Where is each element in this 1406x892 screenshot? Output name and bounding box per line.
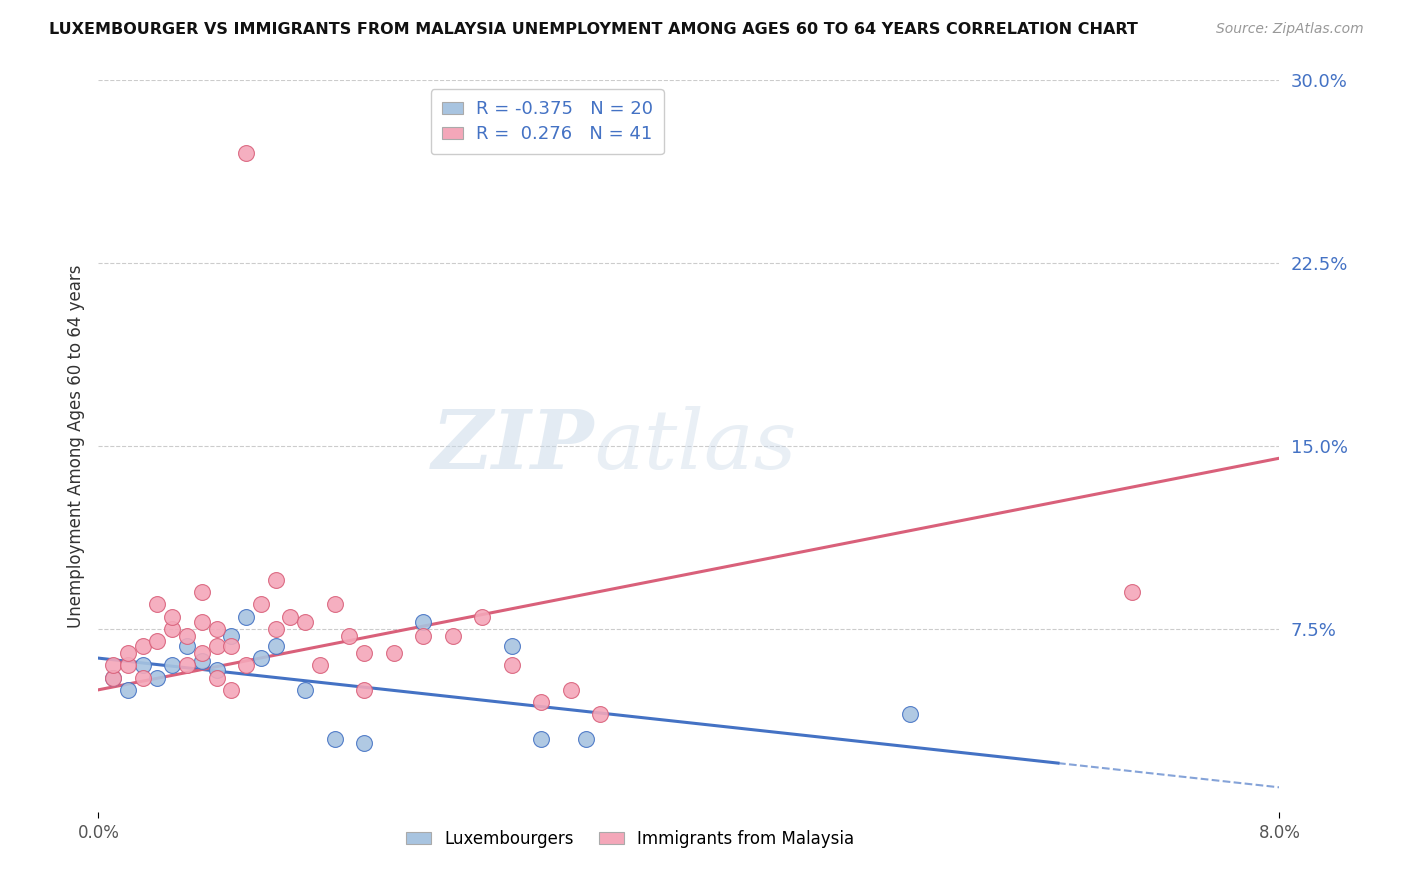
Point xyxy=(103,671,125,685)
Point xyxy=(117,658,139,673)
Text: Source: ZipAtlas.com: Source: ZipAtlas.com xyxy=(1216,22,1364,37)
Point xyxy=(353,646,375,660)
Point xyxy=(221,629,243,643)
Legend: Luxembourgers, Immigrants from Malaysia: Luxembourgers, Immigrants from Malaysia xyxy=(399,823,860,855)
Point xyxy=(530,731,553,746)
Point xyxy=(117,646,139,660)
Point xyxy=(589,707,612,722)
Point xyxy=(146,671,169,685)
Point xyxy=(264,573,287,587)
Point xyxy=(235,609,257,624)
Point xyxy=(191,585,214,599)
Text: ZIP: ZIP xyxy=(432,406,595,486)
Point xyxy=(530,695,553,709)
Point xyxy=(900,707,922,722)
Point xyxy=(132,639,155,653)
Point xyxy=(323,598,346,612)
Point xyxy=(132,671,155,685)
Point xyxy=(205,639,228,653)
Point xyxy=(309,658,332,673)
Point xyxy=(176,658,198,673)
Point xyxy=(205,663,228,677)
Point xyxy=(146,634,169,648)
Point xyxy=(103,671,125,685)
Point xyxy=(250,651,273,665)
Point xyxy=(191,615,214,629)
Point xyxy=(412,615,434,629)
Point xyxy=(132,658,155,673)
Point xyxy=(1121,585,1143,599)
Point xyxy=(280,609,302,624)
Point xyxy=(221,682,243,697)
Point xyxy=(264,639,287,653)
Point xyxy=(560,682,582,697)
Point xyxy=(339,629,361,643)
Point xyxy=(205,622,228,636)
Point xyxy=(235,146,257,161)
Point xyxy=(191,646,214,660)
Point xyxy=(235,658,257,673)
Point xyxy=(294,682,316,697)
Point xyxy=(501,639,523,653)
Point xyxy=(250,598,273,612)
Point xyxy=(575,731,598,746)
Point xyxy=(176,629,198,643)
Point xyxy=(353,736,375,750)
Point xyxy=(117,682,139,697)
Point xyxy=(471,609,494,624)
Point xyxy=(264,622,287,636)
Point xyxy=(205,671,228,685)
Point xyxy=(441,629,464,643)
Point xyxy=(412,629,434,643)
Point xyxy=(103,658,125,673)
Point xyxy=(501,658,523,673)
Text: atlas: atlas xyxy=(595,406,797,486)
Point xyxy=(162,622,183,636)
Point xyxy=(162,658,183,673)
Point xyxy=(323,731,346,746)
Y-axis label: Unemployment Among Ages 60 to 64 years: Unemployment Among Ages 60 to 64 years xyxy=(66,264,84,628)
Point xyxy=(176,639,198,653)
Point xyxy=(382,646,405,660)
Point xyxy=(221,639,243,653)
Point xyxy=(353,682,375,697)
Point xyxy=(146,598,169,612)
Text: LUXEMBOURGER VS IMMIGRANTS FROM MALAYSIA UNEMPLOYMENT AMONG AGES 60 TO 64 YEARS : LUXEMBOURGER VS IMMIGRANTS FROM MALAYSIA… xyxy=(49,22,1137,37)
Point xyxy=(294,615,316,629)
Point xyxy=(191,654,214,668)
Point xyxy=(162,609,183,624)
